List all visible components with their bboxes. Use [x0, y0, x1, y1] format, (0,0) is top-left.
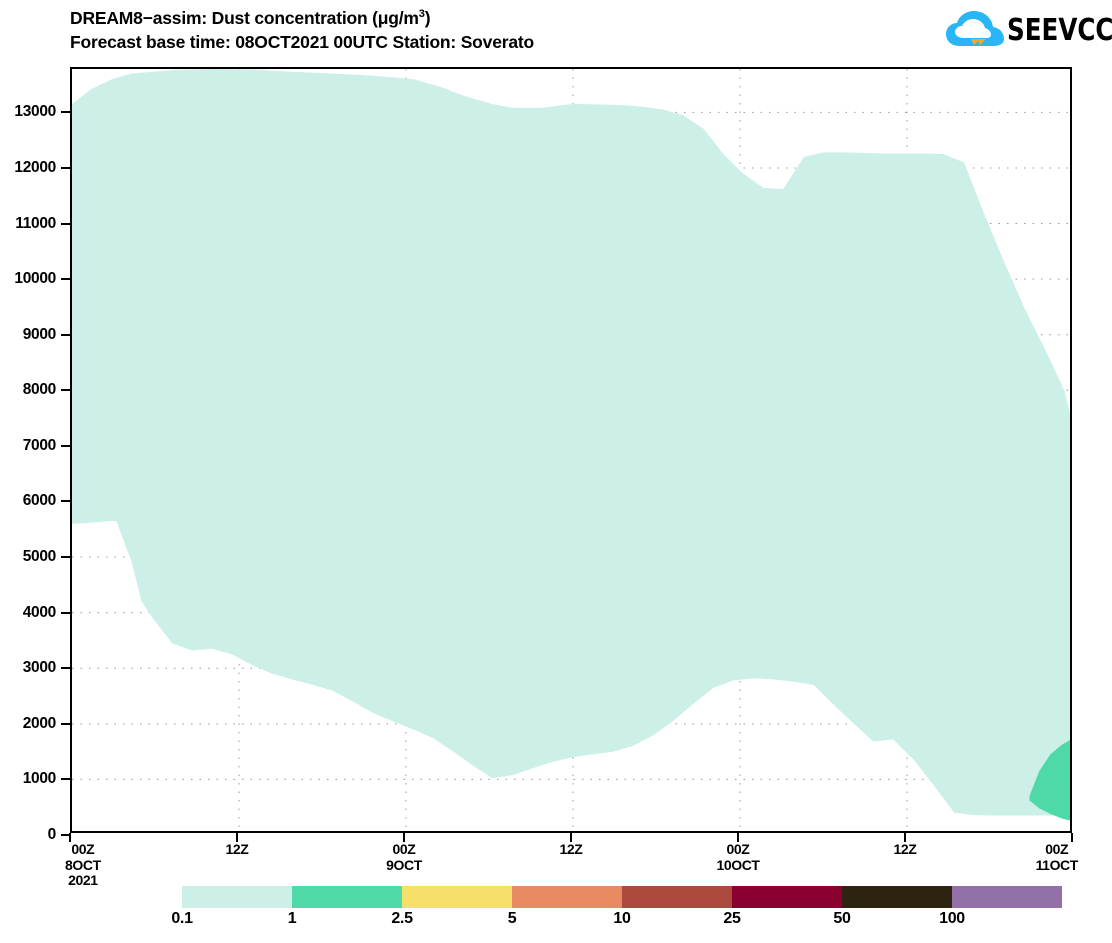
x-tick-time: 00Z: [1045, 841, 1069, 857]
y-tick-mark: [61, 834, 70, 836]
y-tick-label: 7000: [22, 436, 57, 454]
colorbar-segment: [182, 886, 292, 908]
colorbar-level-label: 5: [507, 910, 517, 927]
y-tick-label: 9000: [22, 325, 57, 343]
x-tick-label: 00Z 8OCT 2021: [64, 841, 101, 889]
y-axis: 0 1000 2000 3000 4000 5000 6000 7000 8000 9000 100…: [0, 67, 70, 843]
x-tick-date: 9OCT: [386, 856, 422, 873]
plot-inner: [72, 69, 1070, 831]
colorbar-segment: [622, 886, 732, 908]
units-superscript: 3: [418, 8, 425, 21]
colorbar-segment: [292, 886, 402, 908]
x-tick-mark: [904, 833, 906, 842]
x-tick-time: 00Z: [726, 841, 750, 857]
colorbar-level-label: 0.1: [171, 910, 193, 927]
x-tick-label: 00Z 10OCT: [716, 841, 760, 873]
x-tick-time: 00Z: [71, 841, 95, 857]
chart-header: DREAM8−assim: Dust concentration (μg/m3)…: [0, 0, 1112, 62]
x-tick-date: 11OCT: [1035, 856, 1079, 873]
y-tick-mark: [61, 111, 70, 114]
colorbar-segment: [952, 886, 1062, 908]
chart-subtitle: Forecast base time: 08OCT2021 00UTC Stat…: [70, 32, 535, 52]
plot-area: [70, 67, 1072, 833]
colorbar-segment: [732, 886, 842, 908]
x-tick-date: 8OCT: [64, 856, 101, 873]
y-tick-mark: [61, 611, 70, 614]
y-tick-label: 11000: [15, 214, 56, 232]
colorbar: [182, 886, 1062, 908]
y-tick-mark: [61, 389, 70, 392]
y-tick-mark: [61, 278, 70, 281]
x-tick-time: 12Z: [225, 841, 249, 857]
y-tick-mark: [61, 166, 70, 169]
contour-band-1: [1029, 740, 1070, 821]
colorbar-level-label: 50: [833, 910, 851, 927]
colorbar-level-label: 25: [723, 910, 741, 927]
y-tick-mark: [61, 500, 70, 503]
y-tick-label: 1000: [22, 770, 57, 788]
y-tick-label: 4000: [22, 603, 57, 621]
y-tick-label: 8000: [22, 381, 57, 399]
x-tick-mark: [570, 833, 572, 842]
colorbar-labels: 0.1 1 2.5 5 10 25 50 100: [171, 910, 1062, 934]
y-tick-label: 0: [47, 826, 57, 843]
x-tick-mark: [69, 833, 71, 842]
y-tick-mark: [61, 722, 70, 725]
colorbar-level-label: 10: [613, 910, 631, 927]
x-tick-label: 00Z 11OCT: [1035, 841, 1079, 873]
colorbar-level-label: 100: [939, 910, 965, 927]
x-tick-time: 00Z: [392, 841, 416, 857]
colorbar-level-label: 2.5: [391, 910, 413, 927]
x-tick-mark: [737, 833, 739, 842]
y-tick-mark: [61, 667, 70, 670]
x-tick-label: 12Z: [225, 841, 249, 858]
x-tick-time: 12Z: [559, 841, 583, 857]
x-tick-mark: [1071, 833, 1073, 842]
x-tick-mark: [236, 833, 238, 842]
y-tick-label: 6000: [22, 492, 57, 510]
colorbar-segment: [842, 886, 952, 908]
y-tick-label: 13000: [14, 103, 56, 121]
x-axis: 00Z 8OCT 2021 12Z 00Z 9OCT 12Z 00Z 10OCT 12Z 00Z 11…: [65, 833, 1078, 895]
x-tick-mark: [403, 833, 405, 842]
y-tick-mark: [61, 778, 70, 781]
y-tick-mark: [61, 333, 70, 336]
y-tick-mark: [61, 222, 70, 225]
x-tick-year: 2021: [68, 872, 98, 888]
x-tick-date: 10OCT: [716, 856, 760, 873]
x-tick-label: 00Z 9OCT: [386, 841, 422, 873]
dust-concentration-area: [72, 69, 1070, 821]
colorbar-level-label: 1: [287, 910, 297, 927]
page-title: DREAM8−assim: Dust concentration (μg/m3): [70, 8, 431, 28]
y-tick-mark: [61, 444, 70, 447]
colorbar-segment: [512, 886, 622, 908]
y-tick-label: 12000: [14, 158, 56, 176]
y-tick-label: 10000: [14, 270, 56, 288]
y-tick-mark: [61, 556, 70, 559]
x-tick-label: 12Z: [893, 841, 917, 858]
seevccc-logo: SEEVCCC: [944, 8, 1112, 54]
y-tick-label: 3000: [22, 659, 57, 677]
y-tick-label: 5000: [22, 548, 57, 566]
y-tick-label: 2000: [22, 714, 57, 732]
cloud-icon: [946, 11, 1004, 46]
x-tick-label: 12Z: [559, 841, 583, 858]
logo-text: SEEVCCC: [1007, 13, 1112, 48]
colorbar-segment: [402, 886, 512, 908]
contour-band-0: [72, 69, 1070, 816]
x-tick-time: 12Z: [893, 841, 917, 857]
